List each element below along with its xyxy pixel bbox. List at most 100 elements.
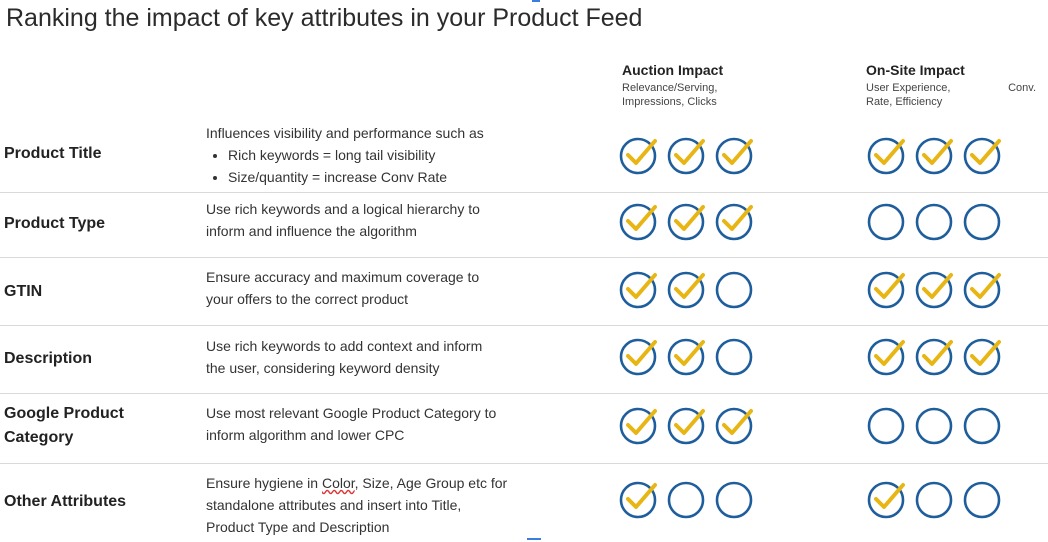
description-line: inform algorithm and lower CPC bbox=[206, 427, 405, 443]
checked-circle-icon bbox=[715, 203, 753, 241]
description-line: Use most relevant Google Product Categor… bbox=[206, 405, 497, 421]
onsite-icons bbox=[866, 200, 1004, 242]
checked-circle-icon bbox=[963, 137, 1001, 175]
attribute-description: Ensure accuracy and maximum coverage to … bbox=[206, 266, 606, 310]
description-line: Ensure hygiene in Color, Size, Age Group… bbox=[206, 472, 606, 494]
checked-circle-icon bbox=[619, 407, 657, 445]
checked-circle-icon bbox=[915, 271, 953, 309]
checked-circle-icon bbox=[715, 407, 753, 445]
description-line: the user, considering keyword density bbox=[206, 360, 440, 376]
auction-icons bbox=[618, 134, 756, 176]
checked-circle-icon bbox=[867, 271, 905, 309]
attribute-name-line: Google Product bbox=[4, 405, 124, 422]
description-intro: Influences visibility and performance su… bbox=[206, 125, 484, 141]
attribute-name: Google Product Category bbox=[4, 402, 124, 450]
auction-icons bbox=[618, 335, 756, 377]
description-line: standalone attributes and insert into Ti… bbox=[206, 497, 462, 513]
row-divider bbox=[0, 192, 1048, 193]
onsite-icons bbox=[866, 404, 1004, 446]
attribute-name: Description bbox=[4, 350, 93, 367]
empty-circle-icon bbox=[915, 481, 953, 519]
table-row: Description Use rich keywords to add con… bbox=[0, 333, 1048, 393]
selection-mark-bottom bbox=[527, 538, 541, 540]
auction-icons bbox=[618, 404, 756, 446]
description-line: inform and influence the algorithm bbox=[206, 223, 417, 239]
description-text: Ensure hygiene in bbox=[206, 475, 322, 491]
spellcheck-word: Color bbox=[321, 475, 355, 491]
checked-circle-icon bbox=[619, 203, 657, 241]
checked-circle-icon bbox=[619, 481, 657, 519]
checked-circle-icon bbox=[915, 338, 953, 376]
attribute-description: Use most relevant Google Product Categor… bbox=[206, 402, 606, 446]
table-row: Other Attributes Ensure hygiene in Color… bbox=[0, 470, 1048, 540]
checked-circle-icon bbox=[867, 338, 905, 376]
description-bullets: Rich keywords = long tail visibility Siz… bbox=[206, 144, 606, 188]
empty-circle-icon bbox=[963, 407, 1001, 445]
selection-mark-top bbox=[532, 0, 540, 2]
table-row: Google Product Category Use most relevan… bbox=[0, 400, 1048, 462]
empty-circle-icon bbox=[867, 407, 905, 445]
table-row: Product Title Influences visibility and … bbox=[0, 120, 1048, 190]
auction-sub-line-1: Relevance/Serving, bbox=[622, 82, 718, 94]
empty-circle-icon bbox=[715, 271, 753, 309]
empty-circle-icon bbox=[867, 203, 905, 241]
onsite-icons bbox=[866, 134, 1004, 176]
description-line: Use rich keywords to add context and inf… bbox=[206, 338, 483, 354]
attribute-description: Ensure hygiene in Color, Size, Age Group… bbox=[206, 472, 606, 538]
row-divider bbox=[0, 257, 1048, 258]
auction-icons bbox=[618, 268, 756, 310]
onsite-impact-header: On-Site Impact User Experience, Conv. Ra… bbox=[866, 62, 1042, 109]
checked-circle-icon bbox=[667, 338, 705, 376]
description-text: , Size, Age Group etc for bbox=[354, 475, 508, 491]
page-title: Ranking the impact of key attributes in … bbox=[6, 4, 643, 32]
description-line: Ensure accuracy and maximum coverage to bbox=[206, 269, 480, 285]
bullet-item: Rich keywords = long tail visibility bbox=[228, 144, 606, 166]
description-line: Use rich keywords and a logical hierarch… bbox=[206, 201, 480, 217]
auction-icons bbox=[618, 478, 756, 520]
empty-circle-icon bbox=[667, 481, 705, 519]
checked-circle-icon bbox=[667, 203, 705, 241]
onsite-sub-line-2: Rate, Efficiency bbox=[866, 96, 943, 108]
checked-circle-icon bbox=[867, 137, 905, 175]
row-divider bbox=[0, 325, 1048, 326]
auction-impact-header: Auction Impact Relevance/Serving, Impres… bbox=[622, 62, 802, 109]
onsite-icons bbox=[866, 335, 1004, 377]
onsite-impact-subheading: User Experience, Conv. Rate, Efficiency bbox=[866, 81, 1042, 109]
description-line: your offers to the correct product bbox=[206, 291, 409, 307]
description-line: Product Type and Description bbox=[206, 519, 390, 535]
empty-circle-icon bbox=[915, 203, 953, 241]
checked-circle-icon bbox=[963, 338, 1001, 376]
attribute-name-line: Category bbox=[4, 429, 74, 446]
checked-circle-icon bbox=[667, 137, 705, 175]
onsite-icons bbox=[866, 268, 1004, 310]
row-divider bbox=[0, 393, 1048, 394]
checked-circle-icon bbox=[667, 271, 705, 309]
checked-circle-icon bbox=[667, 407, 705, 445]
bullet-item: Size/quantity = increase Conv Rate bbox=[228, 166, 606, 188]
auction-sub-line-2: Impressions, Clicks bbox=[622, 96, 717, 108]
attribute-name: Product Type bbox=[4, 215, 106, 232]
onsite-impact-heading: On-Site Impact bbox=[866, 62, 965, 78]
empty-circle-icon bbox=[715, 338, 753, 376]
checked-circle-icon bbox=[915, 137, 953, 175]
table-row: Product Type Use rich keywords and a log… bbox=[0, 196, 1048, 256]
onsite-sub-line-1: User Experience, bbox=[866, 82, 951, 94]
row-divider bbox=[0, 463, 1048, 464]
checked-circle-icon bbox=[619, 271, 657, 309]
table-row: GTIN Ensure accuracy and maximum coverag… bbox=[0, 264, 1048, 324]
attribute-description: Influences visibility and performance su… bbox=[206, 122, 606, 188]
attribute-name: GTIN bbox=[4, 283, 43, 300]
checked-circle-icon bbox=[715, 137, 753, 175]
onsite-sub-conv: Conv. bbox=[1008, 82, 1036, 94]
empty-circle-icon bbox=[715, 481, 753, 519]
attribute-name: Product Title bbox=[4, 145, 102, 162]
empty-circle-icon bbox=[915, 407, 953, 445]
attribute-description: Use rich keywords to add context and inf… bbox=[206, 335, 606, 379]
checked-circle-icon bbox=[619, 137, 657, 175]
auction-impact-subheading: Relevance/Serving, Impressions, Clicks bbox=[622, 81, 802, 109]
checked-circle-icon bbox=[619, 338, 657, 376]
auction-icons bbox=[618, 200, 756, 242]
attribute-description: Use rich keywords and a logical hierarch… bbox=[206, 198, 606, 242]
auction-impact-heading: Auction Impact bbox=[622, 62, 724, 78]
onsite-icons bbox=[866, 478, 1004, 520]
